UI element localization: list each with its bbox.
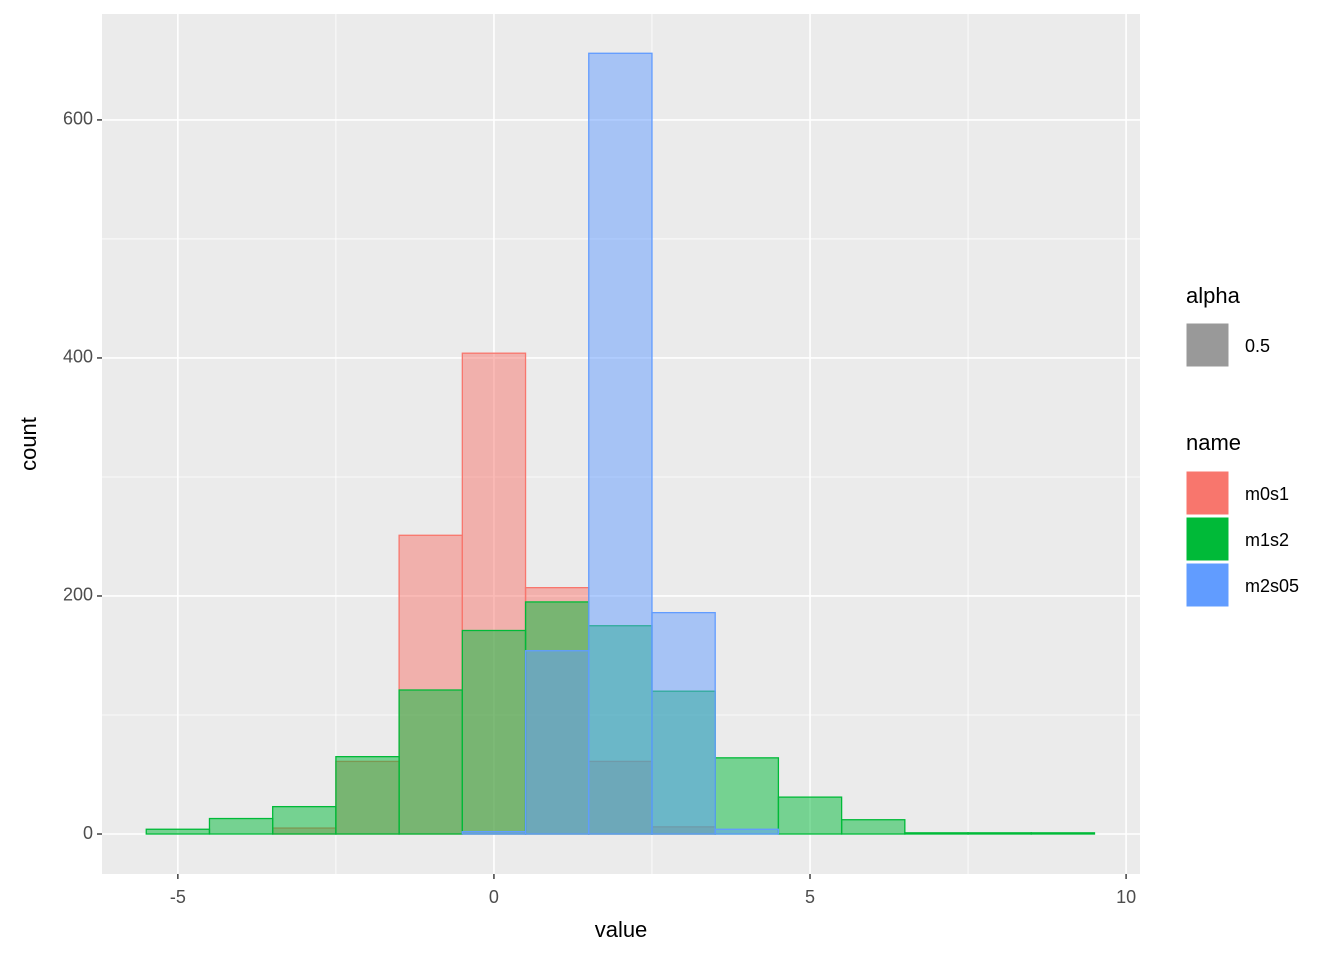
bar: [714, 757, 780, 835]
legend-label: m0s1: [1245, 484, 1289, 504]
legend-label: m1s2: [1245, 530, 1289, 550]
x-tick-label: 5: [805, 887, 815, 907]
legend-label: 0.5: [1245, 336, 1270, 356]
y-axis-title: count: [16, 417, 41, 471]
legend-key: [1185, 470, 1230, 516]
x-axis-title: value: [595, 917, 648, 942]
bar: [1030, 832, 1096, 835]
bar: [524, 650, 590, 835]
bar: [651, 611, 716, 835]
x-tick-label: -5: [170, 887, 186, 907]
x-tick-label: 0: [489, 887, 499, 907]
bar: [398, 689, 463, 835]
legend-label: m2s05: [1245, 576, 1299, 596]
y-tick-label: 400: [63, 347, 93, 367]
x-tick-label: 10: [1116, 887, 1136, 907]
bar: [335, 756, 400, 835]
bar: [904, 832, 969, 835]
bar: [777, 796, 843, 835]
bar: [840, 819, 906, 835]
bar: [461, 830, 527, 835]
legend-title: alpha: [1186, 283, 1241, 308]
y-tick-label: 200: [63, 585, 93, 605]
y-tick-label: 0: [83, 823, 93, 843]
y-tick-label: 600: [63, 109, 93, 129]
legend-key: [1185, 562, 1230, 608]
legend-key: [1185, 516, 1230, 562]
legend-key: [1185, 322, 1230, 368]
bar: [272, 805, 337, 835]
bar: [967, 832, 1032, 835]
legend-title: name: [1186, 430, 1241, 455]
bar: [145, 828, 211, 835]
bar: [461, 629, 527, 835]
bar: [208, 817, 274, 835]
bar: [588, 52, 653, 835]
bar: [714, 828, 780, 835]
